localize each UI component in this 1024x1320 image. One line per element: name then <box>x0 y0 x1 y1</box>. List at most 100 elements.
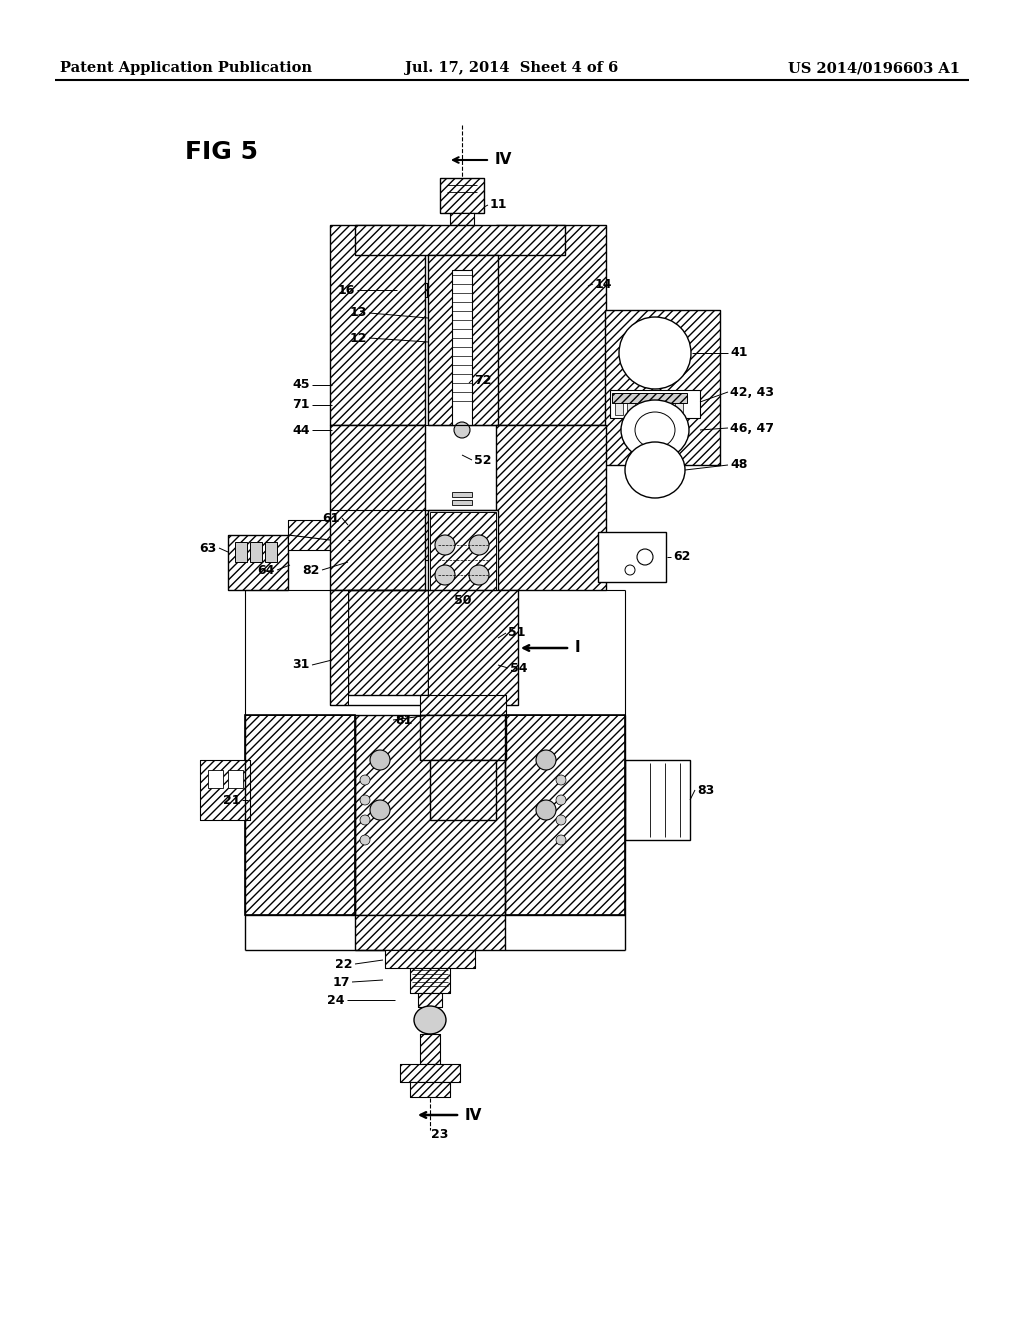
Bar <box>355 715 505 915</box>
Bar <box>663 393 671 414</box>
Ellipse shape <box>454 422 470 438</box>
Bar <box>452 271 472 425</box>
Bar <box>557 279 587 296</box>
Text: 62: 62 <box>673 550 690 564</box>
Text: 61: 61 <box>323 511 340 524</box>
Ellipse shape <box>618 317 691 389</box>
Bar <box>557 279 587 296</box>
Text: 42, 43: 42, 43 <box>730 385 774 399</box>
Text: 51: 51 <box>508 627 525 639</box>
Text: 50: 50 <box>455 594 472 606</box>
Bar <box>605 310 720 465</box>
Bar <box>410 968 450 993</box>
Bar <box>355 915 505 950</box>
Bar <box>420 696 506 715</box>
Bar <box>450 213 474 224</box>
Text: 23: 23 <box>431 1129 449 1142</box>
Text: 11: 11 <box>490 198 508 211</box>
Text: 63: 63 <box>200 541 217 554</box>
Text: 22: 22 <box>336 957 353 970</box>
Bar <box>420 1034 440 1064</box>
Text: Jul. 17, 2014  Sheet 4 of 6: Jul. 17, 2014 Sheet 4 of 6 <box>406 61 618 75</box>
Bar <box>430 760 496 820</box>
Bar <box>430 512 496 609</box>
Bar <box>450 213 474 224</box>
Bar <box>410 968 450 993</box>
Ellipse shape <box>556 795 566 805</box>
Bar <box>288 520 348 550</box>
Text: 17: 17 <box>333 975 350 989</box>
Bar <box>452 500 472 506</box>
Bar <box>265 543 278 562</box>
Bar <box>438 590 488 610</box>
Bar <box>330 425 425 590</box>
Bar <box>399 282 427 297</box>
Text: 46, 47: 46, 47 <box>730 421 774 434</box>
Text: 54: 54 <box>510 661 527 675</box>
Bar <box>330 224 425 425</box>
Bar <box>428 255 498 425</box>
Bar <box>355 224 565 255</box>
Bar <box>410 1082 450 1097</box>
Ellipse shape <box>556 814 566 825</box>
Bar <box>420 1034 440 1064</box>
Bar <box>598 532 666 582</box>
Text: IV: IV <box>465 1107 482 1122</box>
Text: 21: 21 <box>222 793 240 807</box>
Bar <box>418 993 442 1007</box>
Bar <box>400 1064 460 1082</box>
Bar <box>400 1064 460 1082</box>
Text: 82: 82 <box>303 564 319 577</box>
Bar <box>355 224 565 255</box>
Bar <box>428 255 498 425</box>
Bar <box>420 715 506 760</box>
Bar <box>428 590 518 705</box>
Bar <box>418 993 442 1007</box>
Text: 48: 48 <box>730 458 748 471</box>
Bar <box>440 178 484 213</box>
Bar <box>505 715 625 915</box>
Text: 16: 16 <box>338 284 355 297</box>
Bar <box>228 535 288 590</box>
Text: 44: 44 <box>293 424 310 437</box>
Bar <box>399 282 427 297</box>
Text: 71: 71 <box>293 399 310 412</box>
Bar <box>430 760 496 820</box>
Ellipse shape <box>435 565 455 585</box>
Ellipse shape <box>621 400 689 459</box>
Text: 31: 31 <box>293 659 310 672</box>
Bar <box>675 393 683 414</box>
Bar <box>348 590 428 696</box>
Bar <box>348 590 428 696</box>
Ellipse shape <box>556 775 566 785</box>
Ellipse shape <box>469 565 489 585</box>
Text: 13: 13 <box>349 306 367 319</box>
Bar <box>428 510 498 610</box>
Ellipse shape <box>625 442 685 498</box>
Bar <box>208 770 223 788</box>
Text: 52: 52 <box>474 454 492 466</box>
Text: 64: 64 <box>258 564 275 577</box>
Bar <box>605 310 720 465</box>
Bar <box>496 425 606 590</box>
Bar <box>355 915 505 950</box>
Text: IV: IV <box>495 153 512 168</box>
Bar <box>496 224 606 425</box>
Text: I: I <box>575 640 581 656</box>
Bar <box>420 696 506 715</box>
Bar <box>250 543 262 562</box>
Bar <box>612 393 687 403</box>
Bar <box>245 715 355 915</box>
Bar <box>420 715 506 760</box>
Ellipse shape <box>370 750 390 770</box>
Bar <box>245 715 355 915</box>
Text: 83: 83 <box>697 784 715 796</box>
Text: 81: 81 <box>395 714 413 726</box>
Text: 72: 72 <box>474 374 492 387</box>
Bar <box>228 535 288 590</box>
Bar <box>615 393 623 414</box>
Text: US 2014/0196603 A1: US 2014/0196603 A1 <box>788 61 961 75</box>
Text: 41: 41 <box>730 346 748 359</box>
Bar <box>627 393 635 414</box>
Ellipse shape <box>536 750 556 770</box>
